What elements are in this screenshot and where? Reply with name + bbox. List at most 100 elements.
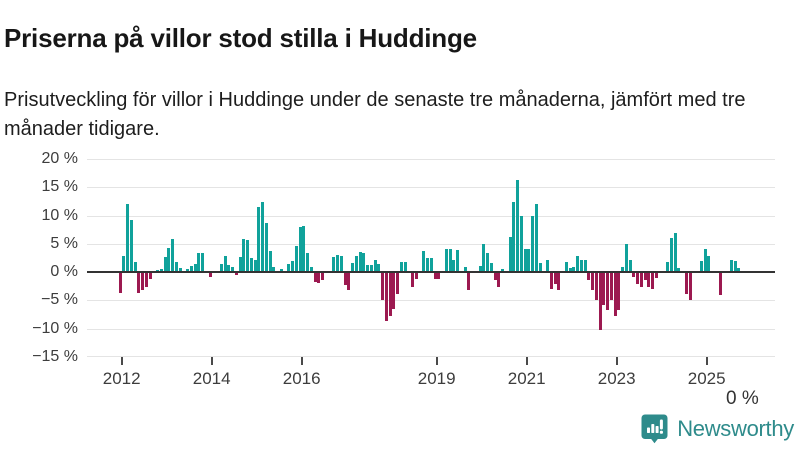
positive-bar	[531, 215, 534, 273]
positive-bar	[628, 259, 632, 273]
x-axis-tick	[615, 357, 618, 365]
positive-bar	[163, 256, 167, 273]
latest-value-annotation: 0 %	[726, 388, 759, 409]
positive-bar	[249, 258, 253, 273]
negative-bar	[636, 273, 639, 284]
positive-bar	[538, 263, 542, 273]
chart-subtitle: Prisutveckling för villor i Huddinge und…	[4, 89, 746, 141]
positive-bar	[673, 233, 677, 273]
positive-bar	[219, 264, 223, 273]
positive-bar	[729, 260, 733, 273]
positive-bar	[568, 267, 572, 273]
positive-bar	[527, 248, 531, 273]
negative-bar	[381, 273, 384, 300]
positive-bar	[178, 267, 182, 273]
negative-bar	[392, 273, 396, 309]
y-axis-labels: 20 % 15 % 10 % 5 % 0 % −5 % −10 % −15 %	[0, 150, 78, 365]
positive-bar	[426, 258, 429, 273]
positive-bar	[223, 255, 227, 273]
positive-bar	[186, 269, 189, 273]
positive-bar	[403, 261, 407, 273]
negative-bar	[613, 273, 617, 316]
negative-bar	[591, 273, 594, 290]
negative-bar	[587, 273, 591, 281]
negative-bar	[388, 273, 392, 317]
negative-bar	[433, 273, 437, 279]
newsworthy-logo-text: Newsworthy	[677, 415, 794, 441]
positive-bar	[583, 259, 587, 273]
negative-bar	[144, 273, 148, 288]
positive-bar	[572, 267, 576, 273]
positive-bar	[501, 269, 504, 273]
positive-bar	[456, 250, 459, 273]
gridline	[87, 243, 775, 245]
positive-bar	[519, 216, 523, 273]
y-axis-tick-label: −5 %	[41, 291, 78, 309]
negative-bar	[118, 273, 122, 293]
negative-bar	[321, 273, 324, 281]
positive-bar	[298, 227, 302, 273]
y-axis-tick-label: −15 %	[32, 348, 78, 365]
positive-bar	[576, 256, 579, 273]
positive-bar	[377, 264, 381, 273]
x-axis-tick-label: 2014	[192, 369, 231, 388]
positive-bar	[201, 253, 204, 273]
positive-bar	[264, 223, 268, 273]
chart-title: Priserna på villor stod stilla i Hudding…	[4, 23, 477, 54]
negative-bar	[313, 273, 317, 282]
negative-bar	[632, 273, 636, 277]
positive-bar	[122, 256, 126, 273]
positive-bar	[362, 253, 366, 273]
positive-bar	[512, 201, 516, 273]
negative-bar	[493, 273, 497, 281]
x-axis-tick	[705, 357, 708, 365]
negative-bar	[651, 273, 654, 289]
positive-bar	[452, 259, 456, 273]
positive-bar	[579, 259, 583, 273]
negative-bar	[688, 273, 692, 301]
positive-bar	[242, 239, 246, 273]
x-axis-tick	[300, 357, 303, 365]
positive-bar	[429, 258, 433, 273]
negative-bar	[647, 273, 651, 287]
negative-bar	[718, 273, 722, 296]
x-axis-tick-label: 2021	[507, 369, 546, 388]
x-axis-tick	[435, 357, 438, 365]
positive-bar	[366, 265, 369, 273]
positive-bar	[246, 240, 249, 273]
positive-bar	[546, 259, 549, 273]
positive-bar	[699, 261, 703, 273]
negative-bar	[602, 273, 606, 306]
positive-bar	[332, 256, 336, 273]
positive-bar	[238, 256, 242, 273]
gridline	[87, 356, 775, 357]
positive-bar	[523, 248, 527, 273]
negative-bar	[437, 273, 441, 279]
positive-bar	[358, 252, 362, 273]
positive-bar	[167, 247, 171, 273]
x-axis-tick	[525, 357, 528, 365]
negative-bar	[148, 273, 152, 279]
y-axis-tick-label: 10 %	[41, 206, 78, 224]
negative-bar	[557, 273, 561, 290]
positive-bar	[351, 263, 354, 273]
positive-bar	[354, 255, 358, 273]
positive-bar	[624, 243, 628, 273]
positive-bar	[287, 263, 291, 273]
negative-bar	[549, 273, 553, 289]
positive-bar	[463, 267, 467, 273]
positive-bar	[486, 252, 489, 273]
negative-bar	[497, 273, 501, 287]
positive-bar	[159, 269, 163, 273]
negative-bar	[414, 273, 418, 279]
positive-bar	[666, 261, 669, 273]
x-axis-tick-label: 2016	[282, 369, 321, 388]
positive-bar	[621, 267, 624, 273]
gridline	[87, 187, 775, 189]
positive-bar	[508, 237, 512, 273]
positive-bar	[669, 237, 673, 273]
negative-bar	[609, 273, 613, 300]
positive-bar	[174, 261, 178, 273]
positive-bar	[279, 269, 283, 273]
